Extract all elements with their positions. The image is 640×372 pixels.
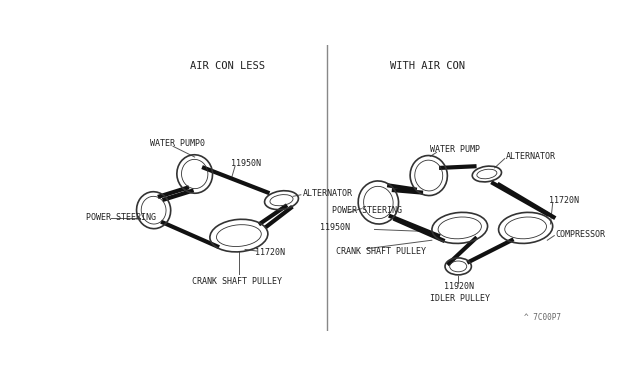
Text: WITH AIR CON: WITH AIR CON: [390, 61, 465, 71]
Text: 11950N: 11950N: [231, 160, 261, 169]
Text: 11950N: 11950N: [320, 224, 349, 232]
Text: CRANK SHAFT PULLEY: CRANK SHAFT PULLEY: [336, 247, 426, 256]
Text: WATER PUMP: WATER PUMP: [430, 145, 480, 154]
Text: 11920N: 11920N: [444, 282, 474, 291]
Text: WATER PUMP0: WATER PUMP0: [150, 139, 205, 148]
Text: 11720N: 11720N: [255, 248, 285, 257]
Text: IDLER PULLEY: IDLER PULLEY: [430, 294, 490, 303]
Text: 11720N: 11720N: [549, 196, 579, 205]
Text: ALTERNATOR: ALTERNATOR: [506, 152, 556, 161]
Text: ^ 7C00P7: ^ 7C00P7: [524, 314, 561, 323]
Text: POWER STEERING: POWER STEERING: [332, 206, 402, 215]
Text: AIR CON LESS: AIR CON LESS: [189, 61, 265, 71]
Text: POWER STEERING: POWER STEERING: [86, 213, 156, 222]
Text: CRANK SHAFT PULLEY: CRANK SHAFT PULLEY: [193, 277, 282, 286]
Text: COMPRESSOR: COMPRESSOR: [556, 230, 606, 238]
Text: ALTERNATOR: ALTERNATOR: [303, 189, 353, 198]
